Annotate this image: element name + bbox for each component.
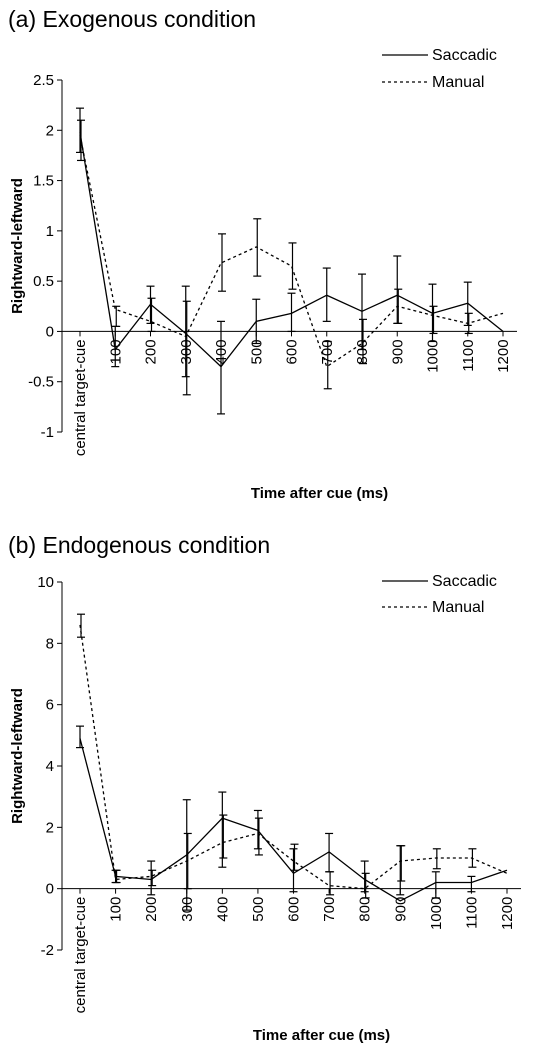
x-tick-label: 500	[248, 339, 265, 364]
x-tick-label: central target-cue	[72, 339, 89, 456]
y-tick-label: 2.5	[33, 72, 54, 89]
x-tick-label: 100	[108, 897, 125, 922]
x-axis-title: Time after cue (ms)	[253, 1027, 390, 1044]
x-axis-title: Time after cue (ms)	[251, 485, 388, 502]
x-tick-label: 1000	[425, 339, 442, 372]
series-line-manual	[79, 624, 508, 890]
panel-a-title: (a) Exogenous condition	[8, 6, 257, 32]
x-tick-label: central target-cue	[72, 897, 89, 1014]
y-axis-title: Rightward-leftward	[9, 178, 26, 314]
x-tick-label: 500	[250, 897, 267, 922]
y-tick-label: 0	[46, 881, 54, 898]
x-tick-label: 1200	[499, 897, 516, 930]
panel-b-title: (b) Endogenous condition	[8, 532, 271, 558]
legend-label-manual: Manual	[432, 74, 484, 91]
legend-label-saccadic: Saccadic	[432, 573, 497, 590]
x-tick-label: 900	[389, 339, 406, 364]
y-tick-label: 1.5	[33, 173, 54, 190]
y-tick-label: 0.5	[33, 273, 54, 290]
x-tick-label: 1100	[463, 897, 480, 929]
series-line-manual	[79, 135, 504, 368]
legend-label-saccadic: Saccadic	[432, 47, 497, 64]
y-tick-label: 4	[46, 758, 54, 775]
x-tick-label: 400	[214, 897, 231, 922]
y-tick-label: 0	[46, 323, 54, 340]
y-tick-label: 10	[37, 574, 54, 591]
y-tick-label: 2	[46, 122, 54, 139]
x-tick-label: 200	[143, 339, 160, 364]
y-tick-label: 8	[46, 635, 54, 652]
x-tick-label: 700	[321, 897, 338, 922]
y-tick-label: 6	[46, 697, 54, 714]
y-axis-title: Rightward-leftward	[9, 688, 26, 824]
x-tick-label: 1200	[495, 339, 512, 372]
y-tick-label: 1	[46, 223, 54, 240]
y-tick-label: -1	[41, 424, 54, 441]
x-tick-label: 600	[284, 339, 301, 364]
legend-label-manual: Manual	[432, 599, 484, 616]
y-tick-label: -2	[41, 942, 54, 959]
x-tick-label: 1100	[460, 339, 477, 371]
x-tick-label: 1000	[428, 897, 445, 930]
x-tick-label: 600	[286, 897, 303, 922]
y-tick-label: 2	[46, 819, 54, 836]
x-tick-label: 800	[357, 897, 374, 922]
y-tick-label: -0.5	[28, 374, 54, 391]
x-tick-label: 200	[143, 897, 160, 922]
x-tick-label: 900	[392, 897, 409, 922]
